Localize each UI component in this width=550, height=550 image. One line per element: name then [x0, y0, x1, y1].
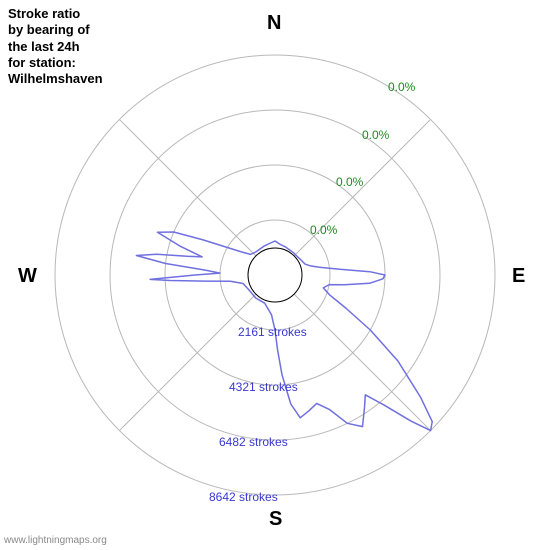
cardinal-e: E [512, 265, 525, 288]
ring-label-lower: 2161 strokes [238, 325, 307, 339]
ring-label-upper: 0.0% [362, 128, 389, 142]
attribution: www.lightningmaps.org [4, 535, 107, 546]
title-line: the last 24h [8, 39, 80, 54]
title-line: Stroke ratio [8, 6, 80, 21]
ring-label-upper: 0.0% [310, 223, 337, 237]
cardinal-n: N [267, 12, 281, 35]
polar-chart: { "chart": { "type": "polar-rose", "widt… [0, 0, 550, 550]
title-line: by bearing of [8, 22, 90, 37]
ring-label-lower: 4321 strokes [229, 380, 298, 394]
title-line: Wilhelmshaven [8, 71, 103, 86]
title-line: for station: [8, 55, 76, 70]
cardinal-s: S [269, 508, 282, 531]
ring-label-upper: 0.0% [388, 80, 415, 94]
ring-label-lower: 8642 strokes [209, 490, 278, 504]
ring-label-upper: 0.0% [336, 175, 363, 189]
chart-title: Stroke ratio by bearing of the last 24h … [8, 6, 103, 87]
ring-label-lower: 6482 strokes [219, 435, 288, 449]
cardinal-w: W [18, 265, 37, 288]
